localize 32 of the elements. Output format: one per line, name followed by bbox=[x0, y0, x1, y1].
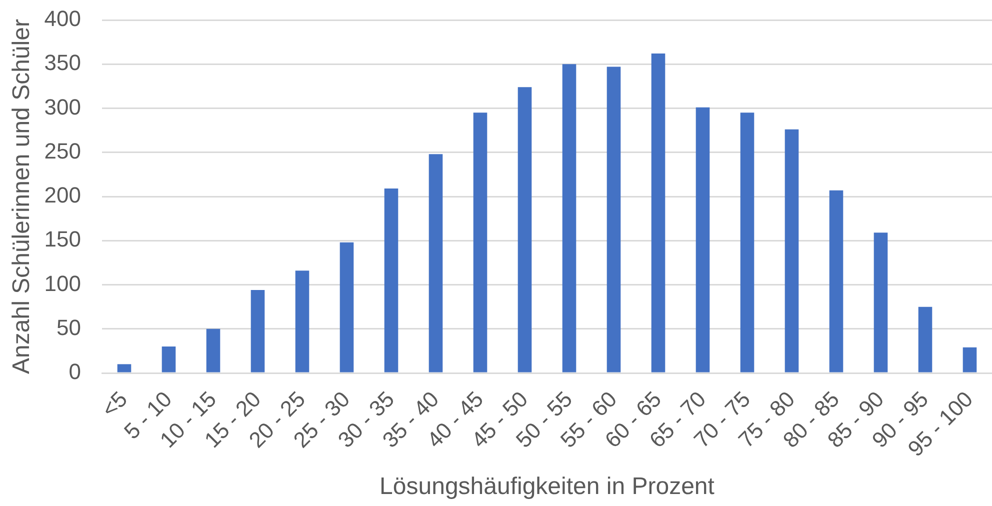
bar bbox=[117, 364, 132, 372]
bar bbox=[473, 112, 488, 372]
bar bbox=[428, 154, 443, 372]
bar bbox=[518, 87, 532, 372]
bar bbox=[784, 129, 799, 372]
y-tick-label: 400 bbox=[44, 6, 81, 32]
bar bbox=[606, 66, 621, 372]
x-axis-title: Lösungshäufigkeiten in Prozent bbox=[380, 473, 715, 500]
y-tick-label: 50 bbox=[56, 314, 81, 340]
bar bbox=[206, 328, 220, 372]
bar bbox=[340, 242, 354, 372]
y-axis-title: Anzahl Schülerinnen und Schüler bbox=[8, 19, 36, 374]
bar bbox=[295, 270, 310, 372]
y-tick-label: 300 bbox=[44, 94, 81, 120]
y-tick-label: 150 bbox=[44, 226, 81, 252]
x-tick-label: <5 bbox=[96, 386, 132, 422]
bar bbox=[250, 290, 265, 372]
y-tick-label: 100 bbox=[44, 270, 81, 296]
bar bbox=[651, 54, 666, 372]
bar bbox=[962, 347, 977, 372]
y-tick-label: 0 bbox=[68, 359, 81, 384]
bar bbox=[918, 306, 932, 372]
y-tick-label: 200 bbox=[44, 182, 81, 208]
bar bbox=[162, 346, 176, 372]
bar bbox=[874, 232, 888, 372]
y-tick-label: 350 bbox=[44, 50, 81, 76]
bar bbox=[829, 190, 844, 372]
bar bbox=[562, 64, 576, 372]
y-tick-label: 250 bbox=[44, 138, 81, 164]
bar bbox=[696, 107, 710, 372]
bar bbox=[384, 188, 398, 372]
bar bbox=[740, 112, 754, 372]
